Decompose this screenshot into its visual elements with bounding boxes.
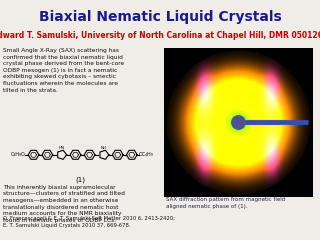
Text: This inherently biaxial supramolecular
structure—clusters of stratified and tilt: This inherently biaxial supramolecular s… xyxy=(3,185,125,223)
Text: Biaxial Nematic Liquid Crystals: Biaxial Nematic Liquid Crystals xyxy=(39,10,281,24)
Text: Edward T. Samulski, University of North Carolina at Chapel Hill, DMR 0501262: Edward T. Samulski, University of North … xyxy=(0,31,320,40)
Text: HN: HN xyxy=(59,146,65,150)
Text: O. Francescageli & E. T. Samulski Soft Matter 2010 6, 2413-2420;
E. T. Samulski : O. Francescageli & E. T. Samulski Soft M… xyxy=(3,216,175,228)
Text: Small Angle X-Ray (SAX) scattering has
confirmed that the biaxial nematic liquid: Small Angle X-Ray (SAX) scattering has c… xyxy=(3,48,124,93)
Text: OC₄H₉: OC₄H₉ xyxy=(139,152,154,157)
Text: C₄H₉O: C₄H₉O xyxy=(10,152,25,157)
Text: (1): (1) xyxy=(75,177,85,183)
Text: NH: NH xyxy=(101,146,107,150)
Text: SAX diffraction pattern from magnetic field
aligned nematic phase of (1).: SAX diffraction pattern from magnetic fi… xyxy=(166,197,285,209)
